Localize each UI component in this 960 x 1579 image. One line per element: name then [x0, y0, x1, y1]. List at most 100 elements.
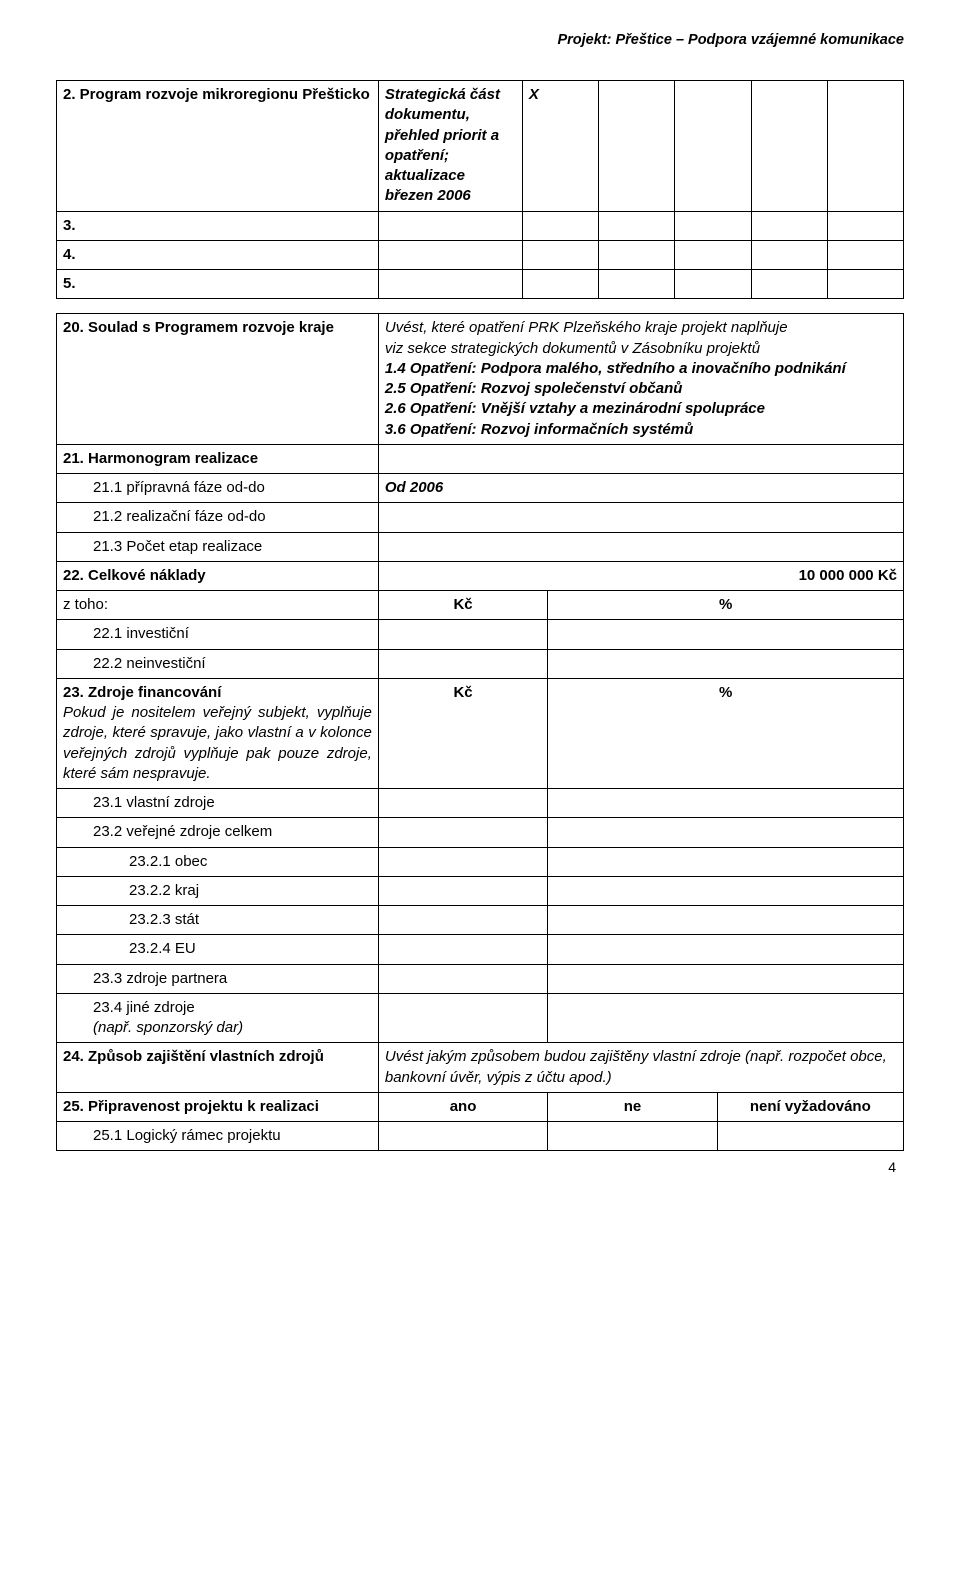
label-note: (např. sponzorský dar)	[93, 1018, 372, 1038]
cell-label: 23.1 vlastní zdroje	[57, 789, 379, 818]
cell-label: 24. Způsob zajištění vlastních zdrojů	[57, 1043, 379, 1093]
cell-empty	[751, 240, 827, 269]
cell-label: 25.1 Logický rámec projektu	[57, 1122, 379, 1151]
table-row: 21.3 Počet etap realizace	[57, 532, 904, 561]
cell-label: 2. Program rozvoje mikroregionu Přeštick…	[57, 81, 379, 212]
cell-empty	[378, 789, 547, 818]
cell-empty	[522, 211, 598, 240]
cell-x: X	[522, 81, 598, 212]
cell-label: 23.2.1 obec	[57, 847, 379, 876]
cell-total: 10 000 000 Kč	[378, 561, 903, 590]
cell-empty	[378, 649, 547, 678]
project-header: Projekt: Přeštice – Podpora vzájemné kom…	[56, 32, 904, 48]
table-row: z toho: Kč %	[57, 591, 904, 620]
cell-empty	[827, 81, 903, 212]
cell-label: 20. Soulad s Programem rozvoje kraje	[57, 314, 379, 445]
cell-label: 21. Harmonogram realizace	[57, 444, 379, 473]
cell-empty	[827, 270, 903, 299]
table-row: 25.1 Logický rámec projektu	[57, 1122, 904, 1151]
cell-empty	[751, 211, 827, 240]
cell-empty	[675, 81, 751, 212]
table-row: 23.2.2 kraj	[57, 876, 904, 905]
cell-empty	[548, 1122, 717, 1151]
cell-empty	[827, 211, 903, 240]
cell-empty	[548, 620, 904, 649]
cell-label: 3.	[57, 211, 379, 240]
cell-empty	[522, 270, 598, 299]
table-row: 2. Program rozvoje mikroregionu Přeštick…	[57, 81, 904, 212]
cell-empty	[751, 270, 827, 299]
cell-empty	[378, 935, 547, 964]
cell-label: 22.1 investiční	[57, 620, 379, 649]
page-number: 4	[56, 1159, 904, 1175]
cell-label: 21.2 realizační fáze od-do	[57, 503, 379, 532]
table-row: 22.1 investiční	[57, 620, 904, 649]
cell-empty	[378, 993, 547, 1043]
cell-empty	[548, 964, 904, 993]
cell-header: %	[548, 591, 904, 620]
cell-empty	[378, 211, 522, 240]
cell-text: Strategická část dokumentu, přehled prio…	[378, 81, 522, 212]
table-row: 23.4 jiné zdroje (např. sponzorský dar)	[57, 993, 904, 1043]
cell-empty	[548, 789, 904, 818]
table-row: 23.2.1 obec	[57, 847, 904, 876]
line: 3.6 Opatření: Rozvoj informačních systém…	[385, 420, 897, 440]
label-title: 23. Zdroje financování	[63, 683, 372, 703]
table-row: 23. Zdroje financování Pokud je nositele…	[57, 678, 904, 788]
table-row: 21. Harmonogram realizace	[57, 444, 904, 473]
cell-empty	[599, 240, 675, 269]
cell-label: 23.3 zdroje partnera	[57, 964, 379, 993]
table-row: 4.	[57, 240, 904, 269]
page-container: Projekt: Přeštice – Podpora vzájemné kom…	[0, 0, 960, 1199]
label-note: Pokud je nositelem veřejný subjekt, vypl…	[63, 703, 372, 784]
cell-label: 4.	[57, 240, 379, 269]
cell-empty	[675, 270, 751, 299]
line: 1.4 Opatření: Podpora malého, středního …	[385, 359, 897, 379]
cell-multiline: Uvést, které opatření PRK Plzeňského kra…	[378, 314, 903, 445]
table-row: 24. Způsob zajištění vlastních zdrojů Uv…	[57, 1043, 904, 1093]
cell-empty	[827, 240, 903, 269]
table-row: 23.3 zdroje partnera	[57, 964, 904, 993]
cell-label-block: 23.4 jiné zdroje (např. sponzorský dar)	[57, 993, 379, 1043]
cell-empty	[378, 270, 522, 299]
cell-empty	[599, 270, 675, 299]
cell-value: Od 2006	[378, 474, 903, 503]
cell-value: Uvést jakým způsobem budou zajištěny vla…	[378, 1043, 903, 1093]
table-row: 20. Soulad s Programem rozvoje kraje Uvé…	[57, 314, 904, 445]
cell-header: Kč	[378, 591, 547, 620]
cell-label: 22. Celkové náklady	[57, 561, 379, 590]
table-section-1: 2. Program rozvoje mikroregionu Přeštick…	[56, 80, 904, 299]
table-row: 3.	[57, 211, 904, 240]
cell-empty	[548, 906, 904, 935]
cell-empty	[378, 1122, 547, 1151]
table-row: 23.2.3 stát	[57, 906, 904, 935]
cell-empty	[548, 649, 904, 678]
cell-empty	[378, 444, 903, 473]
line: 2.6 Opatření: Vnější vztahy a mezinárodn…	[385, 399, 897, 419]
table-row: 5.	[57, 270, 904, 299]
cell-label: 22.2 neinvestiční	[57, 649, 379, 678]
line: viz sekce strategických dokumentů v Záso…	[385, 339, 897, 359]
table-section-2: 20. Soulad s Programem rozvoje kraje Uvé…	[56, 313, 904, 1151]
cell-empty	[378, 620, 547, 649]
table-row: 21.1 přípravná fáze od-do Od 2006	[57, 474, 904, 503]
table-row: 25. Připravenost projektu k realizaci an…	[57, 1092, 904, 1121]
cell-empty	[378, 964, 547, 993]
cell-label: 23.2.3 stát	[57, 906, 379, 935]
cell-label: z toho:	[57, 591, 379, 620]
cell-empty	[378, 876, 547, 905]
cell-empty	[378, 847, 547, 876]
cell-label-block: 23. Zdroje financování Pokud je nositele…	[57, 678, 379, 788]
cell-label: 23.2.4 EU	[57, 935, 379, 964]
cell-empty	[548, 993, 904, 1043]
cell-header: Kč	[378, 678, 547, 788]
cell-empty	[378, 532, 903, 561]
spacer	[56, 299, 904, 313]
cell-empty	[717, 1122, 903, 1151]
table-row: 23.1 vlastní zdroje	[57, 789, 904, 818]
cell-header: není vyžadováno	[717, 1092, 903, 1121]
cell-label: 23.2.2 kraj	[57, 876, 379, 905]
table-row: 23.2 veřejné zdroje celkem	[57, 818, 904, 847]
line: 2.5 Opatření: Rozvoj společenství občanů	[385, 379, 897, 399]
cell-label: 5.	[57, 270, 379, 299]
